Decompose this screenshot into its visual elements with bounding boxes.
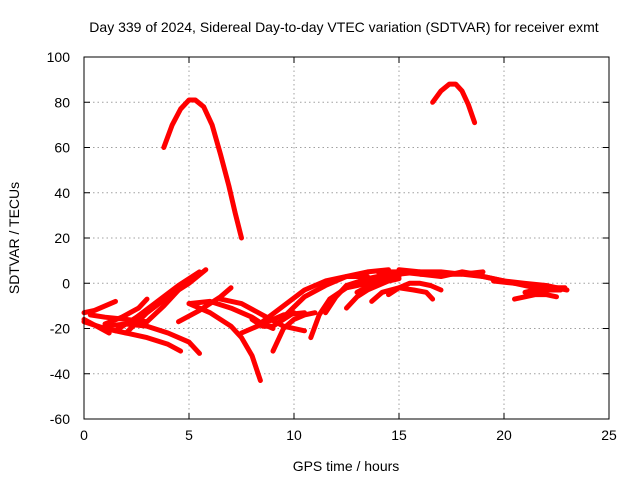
series-arc-03 [81, 316, 112, 336]
series-arc-high-2 [430, 81, 478, 126]
series-arc-32 [522, 287, 564, 295]
chart-title: Day 339 of 2024, Sidereal Day-to-day VTE… [89, 19, 598, 35]
series-arc-24 [386, 280, 444, 298]
series-arc-09 [144, 287, 181, 325]
series-arc-02 [81, 298, 118, 316]
series-arc-07 [113, 269, 202, 334]
y-tick-label: -20 [50, 321, 70, 337]
x-tick-label: 25 [601, 427, 617, 443]
y-tick-label: -40 [50, 366, 70, 382]
y-axis-label: SDTVAR / TECUs [6, 182, 22, 294]
series-arc-16 [270, 310, 318, 354]
series-arc-12 [186, 301, 263, 383]
series-arc-23 [369, 285, 436, 304]
x-tick-label: 5 [185, 427, 193, 443]
y-tick-label: 20 [54, 230, 70, 246]
series-arc-18 [281, 267, 391, 320]
y-tick-label: 0 [62, 275, 70, 291]
series-arc-13 [218, 296, 307, 334]
y-tick-label: 80 [54, 94, 70, 110]
axis-ticks: 0 5 10 15 20 25 -60 -40 -20 0 20 40 60 80 100 [47, 49, 617, 443]
x-axis-label: GPS time / hours [293, 458, 400, 474]
series-arc-06 [102, 296, 150, 327]
data-series [81, 81, 570, 383]
series-arc-21 [344, 276, 402, 311]
x-tick-label: 20 [496, 427, 512, 443]
x-tick-label: 0 [80, 427, 88, 443]
y-tick-label: 100 [47, 49, 71, 65]
series-arc-31 [512, 292, 559, 302]
x-tick-label: 10 [286, 427, 302, 443]
y-tick-label: -60 [50, 411, 70, 427]
y-tick-label: 40 [54, 185, 70, 201]
x-tick-label: 15 [391, 427, 407, 443]
y-tick-label: 60 [54, 140, 70, 156]
series-arc-high-1 [161, 97, 244, 241]
grid [84, 57, 609, 419]
series-arc-08 [123, 267, 209, 336]
